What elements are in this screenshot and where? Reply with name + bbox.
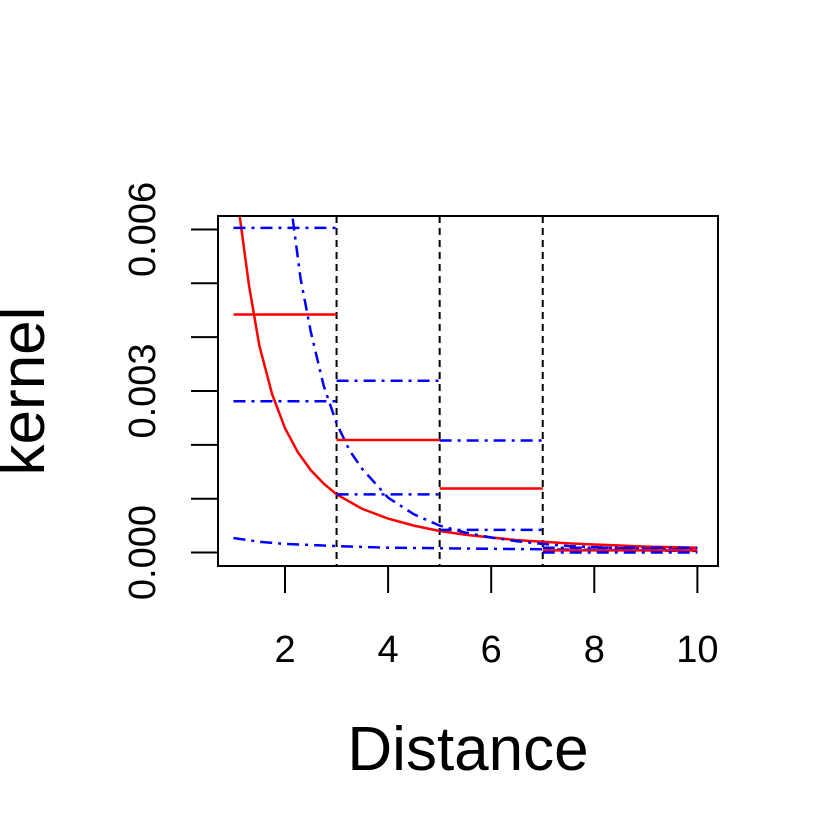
x-tick-label: 2 bbox=[274, 629, 295, 671]
x-axis-title: Distance bbox=[347, 715, 588, 784]
y-axis-title: kernel bbox=[0, 307, 58, 476]
series-red-curve-0 bbox=[238, 216, 698, 549]
plot-marks bbox=[233, 216, 698, 566]
x-tick-label: 4 bbox=[378, 629, 399, 671]
x-tick-label: 8 bbox=[584, 629, 605, 671]
y-tick-label: 0.000 bbox=[122, 505, 164, 600]
y-tick-label: 0.006 bbox=[122, 182, 164, 277]
x-tick-label: 6 bbox=[481, 629, 502, 671]
y-tick-label: 0.003 bbox=[122, 343, 164, 438]
x-tick-label: 10 bbox=[676, 629, 718, 671]
axes-group: 2 4 6 8 10 0.000 0.003 0.006 bbox=[122, 182, 719, 671]
